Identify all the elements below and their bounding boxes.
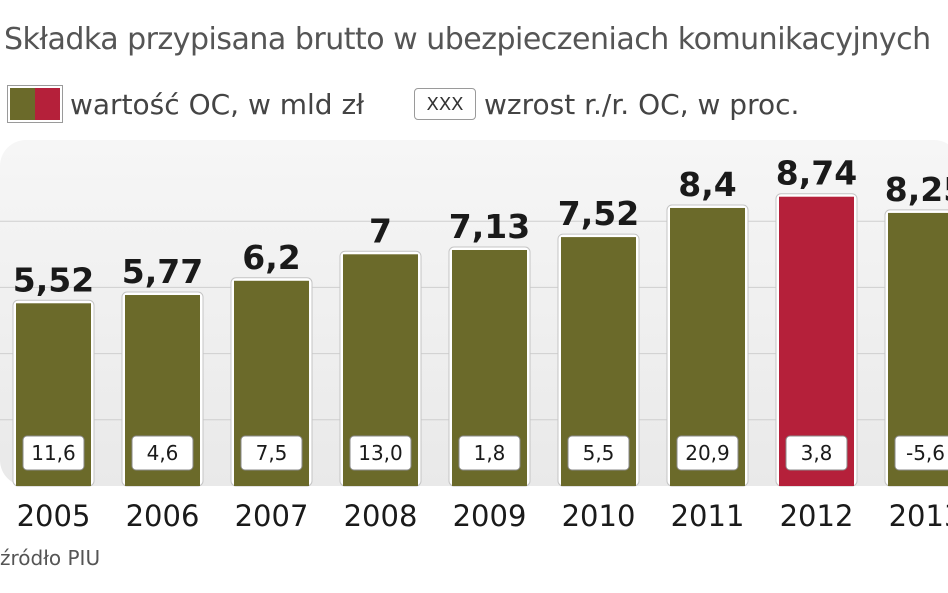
growth-label-2009: 1,8 [474, 441, 506, 465]
growth-label-2010: 5,5 [583, 441, 615, 465]
value-label-2013: 8,25 [885, 170, 948, 209]
legend-value: wartość OC, w mld zł [8, 84, 364, 124]
growth-label-2007: 7,5 [256, 441, 288, 465]
growth-box-2009 [458, 435, 521, 471]
value-label-2007: 6,2 [242, 238, 300, 277]
value-label-2010: 7,52 [558, 194, 639, 233]
year-label-2010: 2010 [562, 499, 636, 533]
growth-box-2008 [349, 435, 412, 471]
legend-swatch-highlight [35, 88, 60, 120]
year-label-2005: 2005 [17, 499, 91, 533]
value-label-2012: 8,74 [776, 154, 857, 193]
value-label-2011: 8,4 [678, 165, 736, 204]
value-label-2005: 5,52 [13, 260, 94, 299]
year-label-2007: 2007 [235, 499, 309, 533]
value-label-2009: 7,13 [449, 207, 530, 246]
growth-label-2005: 11,6 [31, 441, 76, 465]
growth-box-2011 [676, 435, 739, 471]
legend-growth: XXX wzrost r./r. OC, w proc. [414, 84, 799, 124]
growth-box-2007 [240, 435, 303, 471]
source-note: źródło PIU [0, 546, 101, 570]
year-label-2012: 2012 [780, 499, 854, 533]
value-label-2008: 7 [369, 211, 392, 250]
legend-growth-box: XXX [414, 88, 476, 120]
bar-chart: 5,52 11,6 2005 5,77 4,6 2006 6,2 7,5 2007 7 13,0 20… [0, 140, 948, 533]
chart-title: Składka przypisana brutto w ubezpieczeni… [4, 22, 931, 57]
growth-box-2012 [785, 435, 848, 471]
growth-box-2013 [894, 435, 948, 471]
growth-box-2006 [131, 435, 194, 471]
growth-label-2006: 4,6 [147, 441, 179, 465]
growth-label-2011: 20,9 [685, 441, 730, 465]
year-label-2013: 2013 [889, 499, 948, 533]
year-label-2011: 2011 [671, 499, 745, 533]
growth-label-2013: -5,6 [906, 441, 945, 465]
legend-growth-label: wzrost r./r. OC, w proc. [484, 87, 800, 121]
legend-swatch-default [10, 88, 35, 120]
year-label-2008: 2008 [344, 499, 418, 533]
legend-value-label: wartość OC, w mld zł [70, 87, 365, 121]
growth-label-2008: 13,0 [358, 441, 403, 465]
value-label-2006: 5,77 [122, 252, 203, 291]
year-label-2006: 2006 [126, 499, 200, 533]
year-label-2009: 2009 [453, 499, 527, 533]
growth-label-2012: 3,8 [801, 441, 833, 465]
growth-box-2005 [22, 435, 85, 471]
growth-box-2010 [567, 435, 630, 471]
legend-swatch [8, 86, 62, 122]
